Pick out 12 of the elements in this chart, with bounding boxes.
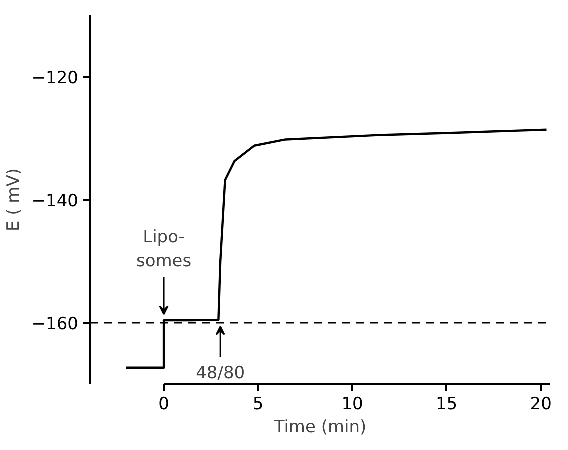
x-tick-label: 15	[436, 394, 458, 414]
x-tick-label: 20	[530, 394, 552, 414]
y-axis-title: E ( mV)	[4, 168, 24, 232]
annotation: Lipo- somes	[136, 227, 192, 272]
y-tick-label: −140	[32, 192, 79, 212]
x-tick-label: 10	[342, 394, 364, 414]
x-axis-title: Time (min)	[273, 418, 367, 438]
annotation: 48/80	[196, 364, 246, 384]
x-tick-label: 5	[252, 394, 264, 414]
y-tick-label: −120	[32, 68, 79, 88]
y-tick-label: −160	[32, 314, 79, 334]
x-tick-label: 0	[158, 394, 170, 414]
